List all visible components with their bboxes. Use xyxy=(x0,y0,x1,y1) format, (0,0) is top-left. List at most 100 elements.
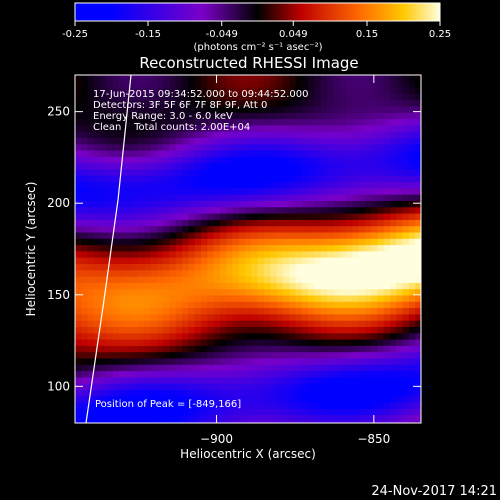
heatmap-cell xyxy=(257,270,265,278)
heatmap-cell xyxy=(383,270,391,278)
heatmap-cell xyxy=(131,396,139,404)
heatmap-cell xyxy=(264,371,271,378)
heatmap-cell xyxy=(175,289,183,297)
heatmap-cell xyxy=(301,119,309,126)
heatmap-cell xyxy=(169,163,177,171)
heatmap-cell xyxy=(125,75,133,82)
heatmap-cell xyxy=(264,163,271,171)
heatmap-cell xyxy=(371,327,378,334)
heatmap-cell xyxy=(232,289,240,297)
heatmap-cell xyxy=(245,396,252,404)
heatmap-cell xyxy=(144,169,152,177)
heatmap-cell xyxy=(264,390,271,397)
heatmap-cell xyxy=(138,131,145,139)
heatmap-cell xyxy=(377,421,385,423)
heatmap-cell xyxy=(131,402,139,410)
heatmap-cell xyxy=(320,245,328,252)
heatmap-cell xyxy=(169,238,177,246)
heatmap-cell xyxy=(138,213,145,221)
heatmap-cell xyxy=(119,402,126,410)
heatmap-cell xyxy=(93,144,101,152)
heatmap-cell xyxy=(289,87,297,95)
heatmap-cell xyxy=(207,270,215,278)
heatmap-cell xyxy=(194,289,202,297)
heatmap-cell xyxy=(163,314,171,322)
heatmap-cell xyxy=(327,282,334,290)
heatmap-cell xyxy=(156,226,164,234)
heatmap-cell xyxy=(383,150,391,158)
heatmap-cell xyxy=(150,194,158,202)
y-tick-label: 150 xyxy=(47,288,70,302)
heatmap-cell xyxy=(182,131,189,139)
heatmap-cell xyxy=(150,377,158,385)
heatmap-cell xyxy=(219,131,227,139)
heatmap-cell xyxy=(232,156,240,164)
heatmap-cell xyxy=(169,188,177,196)
heatmap-cell xyxy=(408,138,416,145)
heatmap-cell xyxy=(408,289,416,297)
heatmap-cell xyxy=(232,106,240,114)
heatmap-cell xyxy=(314,81,322,89)
heatmap-cell xyxy=(87,169,95,177)
heatmap-cell xyxy=(131,163,139,171)
heatmap-cell xyxy=(81,358,89,366)
heatmap-cell xyxy=(327,232,334,240)
heatmap-cell xyxy=(81,421,89,423)
heatmap-cell xyxy=(144,131,152,139)
heatmap-cell xyxy=(238,333,246,341)
heatmap-cell xyxy=(169,219,177,227)
heatmap-cell xyxy=(175,352,183,360)
heatmap-cell xyxy=(207,125,215,133)
heatmap-cell xyxy=(358,201,366,208)
heatmap-cell xyxy=(201,352,208,360)
heatmap-cell xyxy=(119,301,126,309)
heatmap-cell xyxy=(169,81,177,89)
heatmap-cell xyxy=(320,282,328,290)
heatmap-cell xyxy=(81,339,89,347)
heatmap-cell xyxy=(301,232,309,240)
heatmap-cell xyxy=(301,282,309,290)
heatmap-cell xyxy=(131,339,139,347)
heatmap-cell xyxy=(125,301,133,309)
heatmap-cell xyxy=(138,150,145,158)
heatmap-cell xyxy=(119,245,126,252)
heatmap-cell xyxy=(169,339,177,347)
heatmap-cell xyxy=(408,371,416,378)
heatmap-cell xyxy=(289,352,297,360)
heatmap-cell xyxy=(358,282,366,290)
heatmap-cell xyxy=(377,100,385,108)
heatmap-cell xyxy=(75,169,82,177)
heatmap-cell xyxy=(182,125,189,133)
heatmap-cell xyxy=(87,358,95,366)
heatmap-cell xyxy=(415,75,421,82)
heatmap-cell xyxy=(390,383,397,391)
heatmap-cell xyxy=(131,125,139,133)
heatmap-cell xyxy=(232,150,240,158)
heatmap-cell xyxy=(289,119,297,126)
heatmap-cell xyxy=(119,358,126,366)
heatmap-cell xyxy=(383,131,391,139)
heatmap-cell xyxy=(377,226,385,234)
heatmap-cell xyxy=(106,119,114,126)
heatmap-cell xyxy=(295,320,303,328)
heatmap-cell xyxy=(81,276,89,284)
heatmap-cell xyxy=(251,295,259,303)
heatmap-cell xyxy=(245,270,252,278)
heatmap-cell xyxy=(119,408,126,416)
heatmap-cell xyxy=(232,314,240,322)
heatmap-cell xyxy=(339,219,347,227)
heatmap-cell xyxy=(100,213,108,221)
heatmap-cell xyxy=(371,345,378,353)
heatmap-cell xyxy=(201,194,208,202)
heatmap-cell xyxy=(390,396,397,404)
heatmap-cell xyxy=(156,377,164,385)
heatmap-cell xyxy=(156,383,164,391)
heatmap-cell xyxy=(226,169,234,177)
heatmap-cell xyxy=(119,421,126,423)
heatmap-cell xyxy=(93,131,101,139)
heatmap-cell xyxy=(245,201,252,208)
heatmap-cell xyxy=(364,327,372,334)
heatmap-cell xyxy=(264,219,271,227)
heatmap-cell xyxy=(358,421,366,423)
heatmap-cell xyxy=(163,81,171,89)
